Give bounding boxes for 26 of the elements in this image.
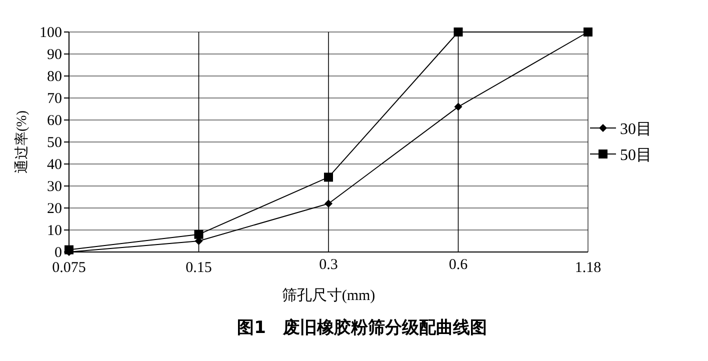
point <box>324 200 332 208</box>
x-tick-label: 1.18 <box>574 260 602 276</box>
legend-label: 50目 <box>620 147 652 164</box>
y-tick-label: 50 <box>47 135 62 151</box>
x-tick-label: 0.075 <box>52 260 86 276</box>
x-axis-title: 筛孔尺寸(mm) <box>282 287 376 304</box>
y-tick-label: 30 <box>47 179 62 195</box>
x-tick-label: 0.15 <box>186 260 212 276</box>
y-axis-title: 通过率(%) <box>14 110 30 174</box>
x-tick-label: 0.6 <box>448 257 468 273</box>
legend-label: 30目 <box>620 121 652 138</box>
point <box>454 28 463 36</box>
caption: 图1 废旧橡胶粉筛分级配曲线图 <box>237 318 487 338</box>
point <box>454 102 462 111</box>
y-tick-label: 40 <box>47 157 62 173</box>
y-tick-label: 10 <box>47 223 62 239</box>
y-tick-label: 80 <box>47 69 62 85</box>
x-tick-label: 0.3 <box>319 257 338 273</box>
point <box>194 230 204 239</box>
y-tick-label: 0 <box>54 245 62 261</box>
point <box>324 172 333 182</box>
y-tick-label: 100 <box>40 25 62 41</box>
y-tick-label: 90 <box>47 47 62 63</box>
y-tick-label: 70 <box>47 91 62 107</box>
y-tick-label: 20 <box>47 201 62 217</box>
y-tick-label: 60 <box>47 113 62 129</box>
